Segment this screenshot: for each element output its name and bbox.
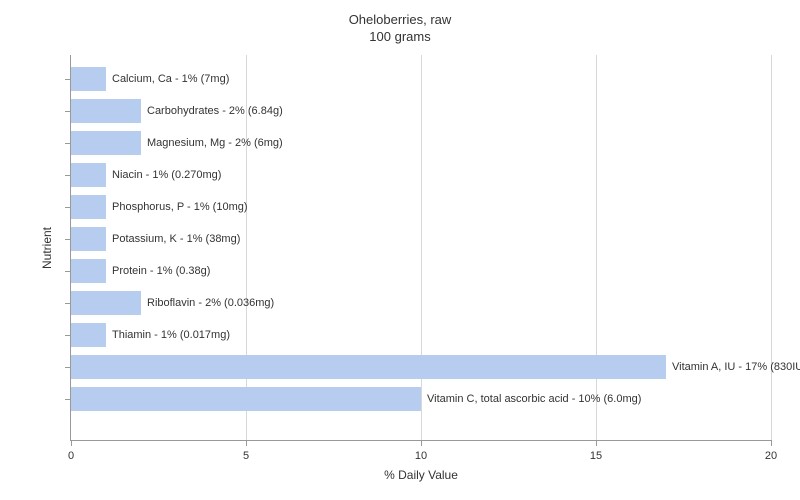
bar-label: Calcium, Ca - 1% (7mg) (106, 67, 229, 91)
bar (71, 67, 106, 91)
y-tick (65, 271, 71, 272)
chart-title-line2: 100 grams (369, 29, 430, 44)
bar-label: Vitamin A, IU - 17% (830IU) (666, 355, 800, 379)
y-tick (65, 239, 71, 240)
bar-label: Vitamin C, total ascorbic acid - 10% (6.… (421, 387, 641, 411)
bar-row: Protein - 1% (0.38g) (71, 259, 771, 283)
bar (71, 99, 141, 123)
x-tick-label: 10 (415, 450, 427, 462)
x-tick-label: 5 (243, 450, 249, 462)
bar-label: Phosphorus, P - 1% (10mg) (106, 195, 248, 219)
chart-title: Oheloberries, raw 100 grams (0, 12, 800, 46)
x-tick (596, 440, 597, 446)
bar (71, 131, 141, 155)
x-tick (71, 440, 72, 446)
x-tick-label: 15 (590, 450, 602, 462)
y-tick (65, 207, 71, 208)
bar-label: Protein - 1% (0.38g) (106, 259, 210, 283)
grid-line (771, 55, 772, 440)
bar-row: Magnesium, Mg - 2% (6mg) (71, 131, 771, 155)
x-tick (421, 440, 422, 446)
bar (71, 163, 106, 187)
x-tick-label: 20 (765, 450, 777, 462)
plot-area: Nutrient % Daily Value Calcium, Ca - 1% … (70, 55, 771, 441)
bar-row: Carbohydrates - 2% (6.84g) (71, 99, 771, 123)
bar (71, 291, 141, 315)
y-tick (65, 175, 71, 176)
x-tick (771, 440, 772, 446)
x-tick-label: 0 (68, 450, 74, 462)
bars-group: Calcium, Ca - 1% (7mg) Carbohydrates - 2%… (71, 55, 771, 440)
chart-title-line1: Oheloberries, raw (349, 12, 452, 27)
bar-row: Calcium, Ca - 1% (7mg) (71, 67, 771, 91)
bar-row: Riboflavin - 2% (0.036mg) (71, 291, 771, 315)
bar (71, 355, 666, 379)
bar-label: Potassium, K - 1% (38mg) (106, 227, 240, 251)
y-tick (65, 399, 71, 400)
bar (71, 323, 106, 347)
y-tick (65, 367, 71, 368)
bar (71, 387, 421, 411)
bar-label: Niacin - 1% (0.270mg) (106, 163, 221, 187)
y-tick (65, 111, 71, 112)
y-tick (65, 79, 71, 80)
x-axis-label: % Daily Value (71, 468, 771, 482)
bar-label: Thiamin - 1% (0.017mg) (106, 323, 230, 347)
bar-row: Thiamin - 1% (0.017mg) (71, 323, 771, 347)
bar-row: Niacin - 1% (0.270mg) (71, 163, 771, 187)
bar (71, 195, 106, 219)
y-tick (65, 335, 71, 336)
bar (71, 259, 106, 283)
y-tick (65, 143, 71, 144)
x-tick (246, 440, 247, 446)
y-tick (65, 303, 71, 304)
bar-row: Phosphorus, P - 1% (10mg) (71, 195, 771, 219)
bar-row: Vitamin A, IU - 17% (830IU) (71, 355, 771, 379)
bar (71, 227, 106, 251)
bar-label: Carbohydrates - 2% (6.84g) (141, 99, 283, 123)
nutrient-chart: Oheloberries, raw 100 grams Nutrient % D… (0, 0, 800, 500)
bar-row: Vitamin C, total ascorbic acid - 10% (6.… (71, 387, 771, 411)
bar-label: Riboflavin - 2% (0.036mg) (141, 291, 274, 315)
y-axis-label: Nutrient (40, 226, 54, 268)
bar-row: Potassium, K - 1% (38mg) (71, 227, 771, 251)
bar-label: Magnesium, Mg - 2% (6mg) (141, 131, 283, 155)
